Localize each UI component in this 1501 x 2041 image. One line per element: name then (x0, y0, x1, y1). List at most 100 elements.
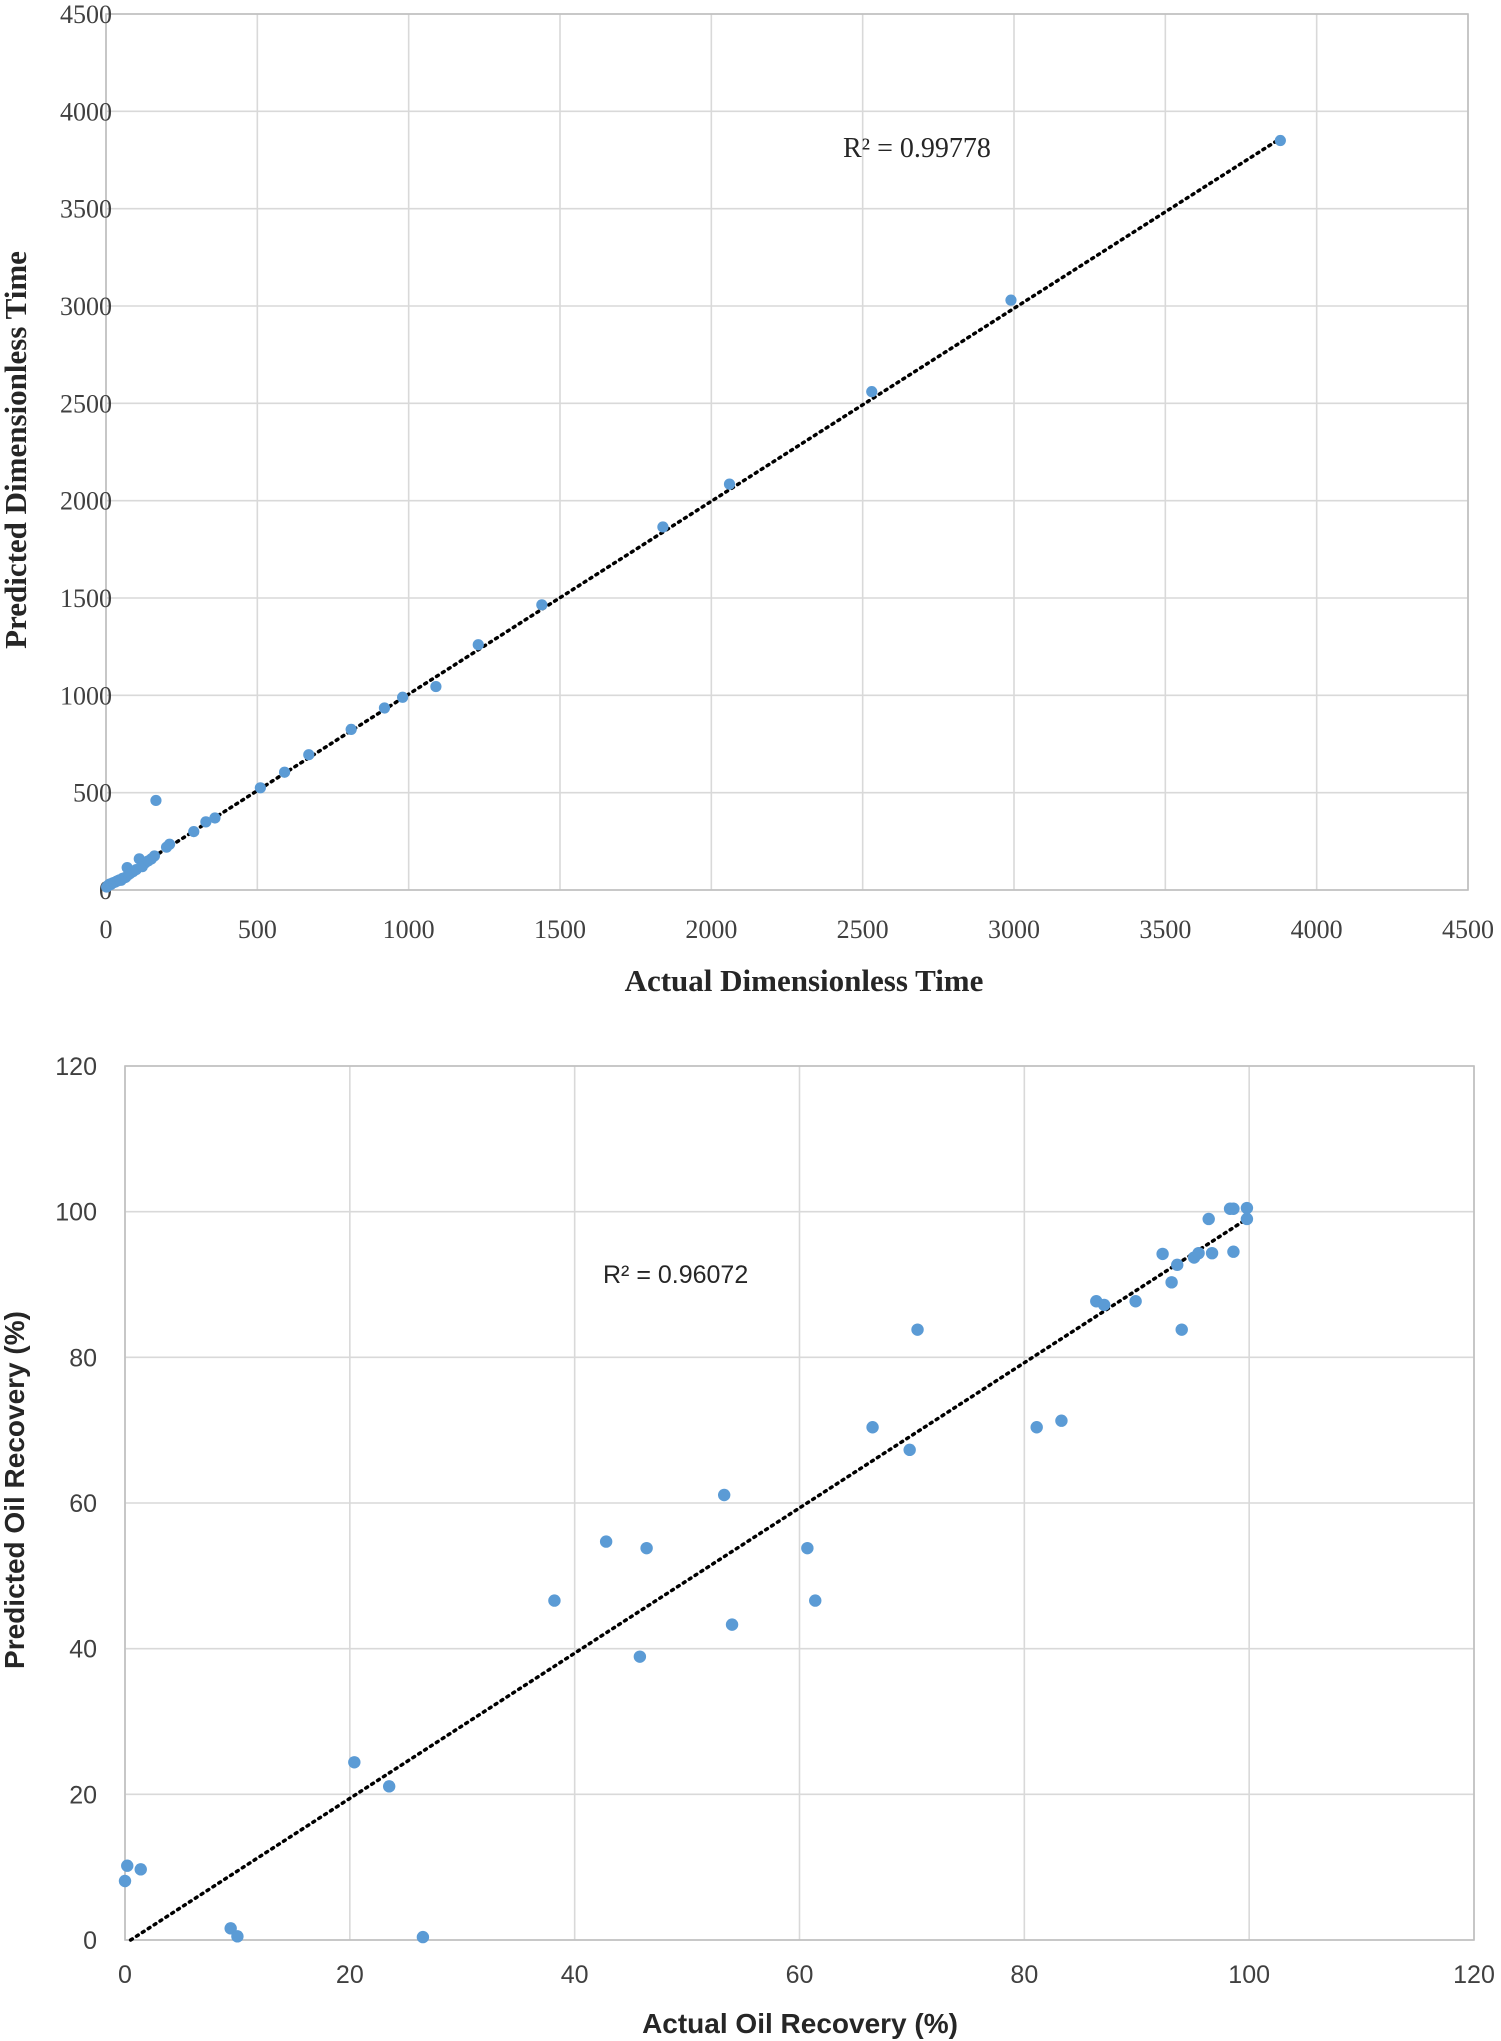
y-tick-label: 40 (69, 1636, 97, 1664)
data-point (548, 1594, 561, 1607)
y-tick-label: 1500 (60, 584, 112, 613)
data-point (801, 1541, 814, 1555)
data-point (1192, 1246, 1205, 1260)
data-point (657, 521, 669, 533)
data-point (278, 766, 291, 778)
data-point (134, 1863, 147, 1876)
data-points (101, 134, 1286, 893)
data-point (148, 850, 161, 862)
data-point (911, 1323, 924, 1336)
data-point (188, 826, 200, 838)
data-point (1240, 1201, 1254, 1215)
y-axis-label: Predicted Dimensionless Time (0, 251, 33, 649)
x-tick-label: 0 (100, 915, 113, 944)
y-tick-label: 2500 (60, 389, 112, 418)
x-tick-labels: 0 20 40 60 80 100 120 (118, 1961, 1495, 1989)
data-point (717, 1488, 731, 1502)
x-tick-label: 80 (1010, 1961, 1038, 1989)
data-point (725, 1618, 739, 1631)
y-tick-label: 3000 (60, 292, 112, 321)
y-axis-label: Predicted Oil Recovery (%) (0, 1311, 30, 1669)
data-point (231, 1930, 244, 1943)
y-tick-labels: 0 20 40 60 80 100 120 (55, 1053, 97, 1955)
grid-lines (124, 1065, 1475, 1941)
data-point (345, 723, 357, 736)
trendline-group (128, 1213, 1255, 1942)
data-point (397, 691, 409, 703)
data-point (200, 816, 212, 828)
data-point (1097, 1298, 1111, 1312)
data-point (866, 1421, 879, 1434)
data-point (1030, 1421, 1043, 1434)
y-tick-label: 500 (73, 779, 112, 808)
x-tick-label: 0 (118, 1961, 132, 1989)
y-tick-label: 100 (55, 1199, 97, 1227)
y-tick-label: 2000 (60, 487, 112, 516)
x-axis-label: Actual Oil Recovery (%) (642, 2008, 958, 2039)
data-point (163, 838, 176, 850)
y-tick-label: 120 (55, 1053, 97, 1081)
plot-area-frame (124, 1065, 1475, 1941)
x-tick-label: 120 (1453, 1961, 1495, 1989)
x-tick-label: 2000 (685, 915, 737, 944)
data-point (1055, 1414, 1068, 1427)
x-tick-label: 100 (1228, 1961, 1270, 1989)
x-tick-label: 3500 (1139, 915, 1191, 944)
trendline (104, 136, 1283, 889)
x-tick-label: 1000 (383, 915, 435, 944)
data-point (303, 749, 315, 761)
chart-dimensionless-time: 0 500 1000 1500 2000 2500 3000 3500 4000 4500 0 50… (0, 0, 1494, 998)
y-tick-label: 3500 (60, 195, 112, 224)
y-tick-label: 4000 (60, 97, 112, 126)
x-tick-label: 4500 (1442, 915, 1494, 944)
data-point (1205, 1246, 1219, 1260)
data-point (348, 1756, 361, 1769)
y-tick-label: 0 (83, 1927, 97, 1955)
data-point (1171, 1258, 1184, 1272)
x-tick-label: 2500 (837, 915, 889, 944)
data-point (416, 1930, 430, 1944)
data-point (903, 1443, 916, 1457)
plot-area-frame (105, 13, 1469, 891)
data-point (1165, 1276, 1178, 1289)
y-tick-label: 20 (69, 1781, 97, 1809)
data-point (472, 639, 484, 651)
data-point (809, 1594, 822, 1607)
trendline (128, 1213, 1255, 1942)
data-points (118, 1201, 1254, 1944)
x-axis-label: Actual Dimensionless Time (625, 963, 984, 998)
data-point (1129, 1295, 1142, 1308)
trendline-group (104, 136, 1283, 889)
x-tick-label: 3000 (988, 915, 1040, 944)
data-point (121, 1859, 134, 1872)
data-point (378, 702, 391, 714)
data-point (1175, 1323, 1188, 1336)
data-point (1274, 134, 1286, 147)
data-point (118, 1874, 132, 1888)
data-point (254, 782, 266, 794)
x-tick-label: 500 (238, 915, 277, 944)
data-point (536, 599, 548, 611)
data-point (1156, 1247, 1169, 1261)
data-point (723, 478, 736, 490)
r-squared-annotation: R² = 0.99778 (843, 133, 991, 164)
grid-lines (105, 13, 1469, 891)
x-tick-label: 4000 (1291, 915, 1343, 944)
y-tick-label: 4500 (60, 0, 112, 29)
data-point (866, 386, 878, 398)
data-point (430, 680, 442, 693)
x-tick-label: 40 (561, 1961, 589, 1989)
data-point (209, 812, 221, 824)
data-point (1240, 1212, 1254, 1226)
x-tick-label: 60 (786, 1961, 814, 1989)
data-point (1227, 1202, 1240, 1215)
data-point (1227, 1245, 1240, 1258)
data-point (1202, 1212, 1215, 1226)
data-point (382, 1780, 396, 1793)
r-squared-annotation: R² = 0.96072 (603, 1261, 748, 1289)
y-tick-label: 60 (69, 1490, 97, 1518)
data-point (150, 794, 162, 807)
x-tick-label: 1500 (534, 915, 586, 944)
